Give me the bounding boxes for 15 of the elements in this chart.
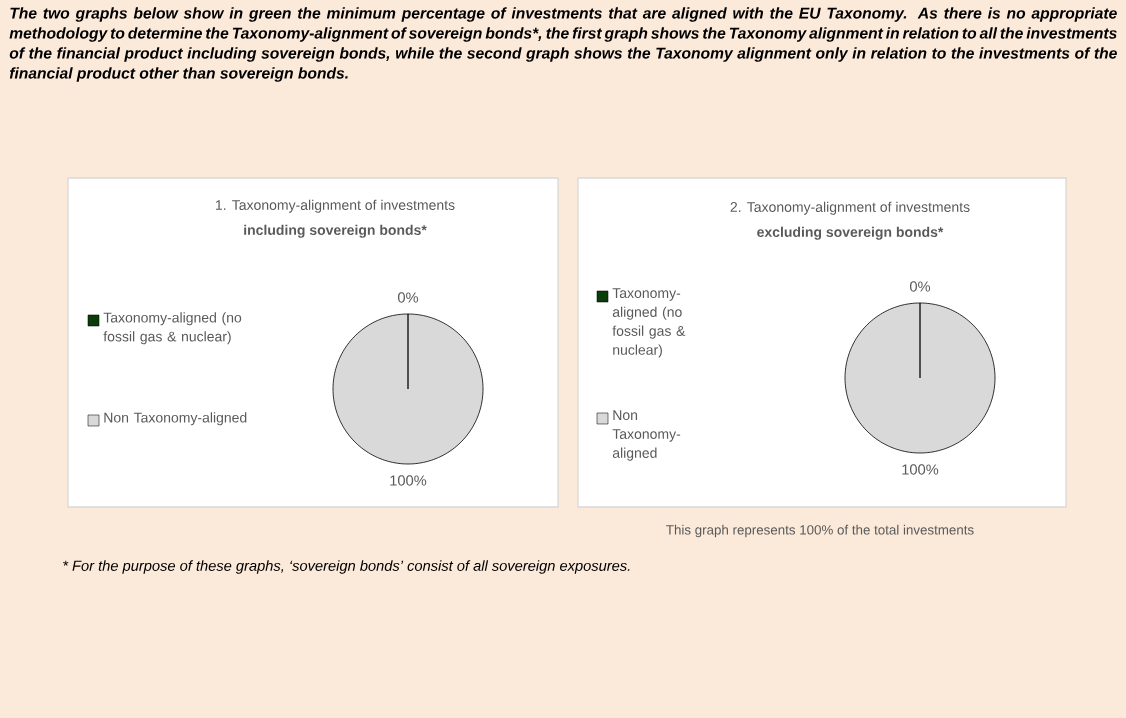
legend-label: Non Taxonomy-aligned (612, 410, 681, 461)
text: The two graphs below show in green the minimum percentage of investments that are aligned with the EU Taxonomy. As there is no appropriate methodology to determine the Taxonomy-alignment of sovereign bonds*, the first graph shows the Taxonomy alignment in relation to all the investments of the financial product including sovereign bonds, while the second graph shows the Taxonomy alignment only in relation to the investments of the financial product other than sovereign bonds. (9, 7, 1117, 82)
chart-title: 2. Taxonomy-alignment of investments (730, 201, 970, 215)
data-label: 100% (902, 464, 939, 475)
legend-label: Taxonomy-aligned (no fossil gas & nuclear) (103, 312, 242, 345)
chart-subtitle: excluding sovereign bonds* (757, 226, 944, 240)
legend-label: Taxonomy-aligned (no fossil gas & nuclear) (612, 288, 686, 358)
text: 0% (909, 281, 931, 292)
data-label: 100% (390, 475, 427, 486)
chart-title: 1. Taxonomy-alignment of investments (215, 199, 455, 213)
text: * For the purpose of these graphs, ‘sovereign bonds’ consist of all sovereign exposures. (63, 560, 630, 574)
chart-subtitle: including sovereign bonds* (244, 224, 427, 238)
legend-label: Non Taxonomy-aligned (104, 412, 247, 426)
text: 0% (397, 292, 419, 303)
text: This graph represents 100% of the total investments (666, 524, 974, 538)
